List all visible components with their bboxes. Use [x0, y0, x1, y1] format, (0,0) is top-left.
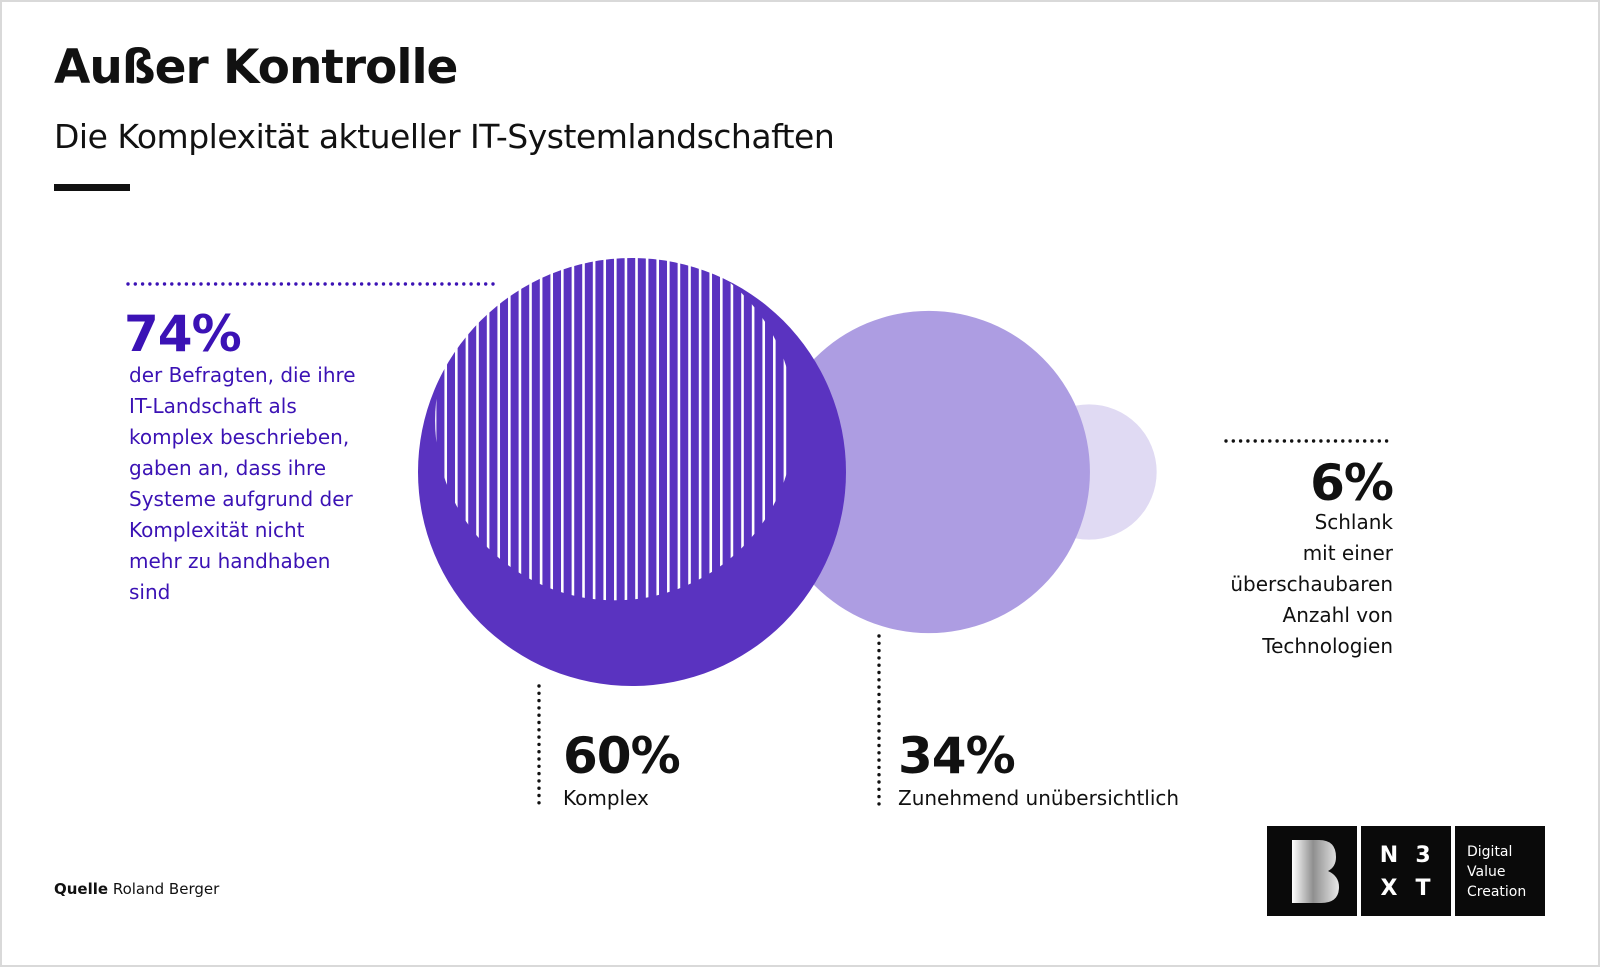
nxt-logo: N 3 X T: [1361, 826, 1451, 916]
page-subtitle: Die Komplexität aktueller IT-Systemlands…: [54, 117, 835, 156]
bubble-60-percent: [418, 258, 846, 686]
nxt-glyph: N: [1379, 843, 1399, 868]
page-title: Außer Kontrolle: [54, 40, 458, 95]
nxt-glyph: T: [1415, 876, 1431, 901]
komplex-percent: 60%: [563, 727, 681, 785]
highlight-line: Komplexität nicht: [129, 518, 305, 542]
schlank-line: Schlank: [1314, 510, 1393, 534]
schlank-percent: 6%: [1310, 454, 1394, 512]
schlank-text: Schlank mit einer überschaubaren Anzahl …: [1173, 507, 1393, 662]
highlight-line: sind: [129, 580, 171, 604]
highlight-line: Systeme aufgrund der: [129, 487, 353, 511]
nxt-glyph: 3: [1415, 843, 1431, 868]
tagline-line: Digital: [1467, 844, 1513, 860]
komplex-label: Komplex: [563, 786, 649, 810]
title-rule: [54, 184, 130, 191]
bubble-34-percent: [767, 310, 1090, 634]
b-logo-mark: [1292, 840, 1339, 903]
schlank-line: mit einer: [1302, 541, 1393, 565]
highlight-line: IT-Landschaft als: [129, 394, 297, 418]
tagline-line: Creation: [1467, 884, 1527, 900]
highlight-line: komplex beschrieben,: [129, 425, 350, 449]
unuebersichtlich-percent: 34%: [898, 727, 1016, 785]
source-label: Quelle: [54, 880, 109, 898]
b-logo: [1267, 826, 1357, 916]
nxt-glyph: X: [1380, 876, 1398, 901]
highlight-line: gaben an, dass ihre: [129, 456, 327, 480]
highlight-line: mehr zu handhaben: [129, 549, 331, 573]
schlank-line: Anzahl von: [1282, 603, 1393, 627]
source-value: Roland Berger: [112, 880, 220, 898]
schlank-line: Technologien: [1262, 634, 1393, 658]
source-note: Quelle Roland Berger: [54, 880, 219, 898]
highlight-line: der Befragten, die ihre: [129, 363, 356, 387]
highlight-text: der Befragten, die ihre IT-Landschaft al…: [129, 360, 389, 608]
tagline-line: Value: [1467, 864, 1506, 880]
tagline-logo: Digital Value Creation: [1455, 826, 1545, 916]
schlank-line: überschaubaren: [1230, 572, 1393, 596]
unuebersichtlich-label: Zunehmend unübersichtlich: [898, 786, 1180, 810]
highlight-percent: 74%: [124, 305, 242, 363]
